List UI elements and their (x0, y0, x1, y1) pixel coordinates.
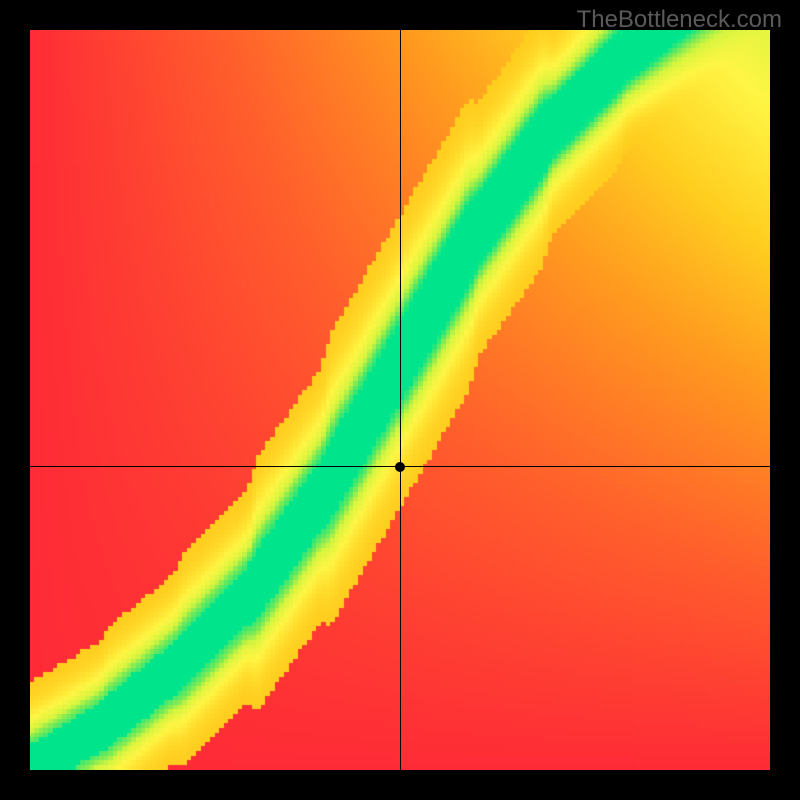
crosshair-vertical (400, 30, 401, 770)
watermark-text: TheBottleneck.com (577, 6, 782, 34)
crosshair-marker (395, 462, 405, 472)
chart-container: TheBottleneck.com (0, 0, 800, 800)
